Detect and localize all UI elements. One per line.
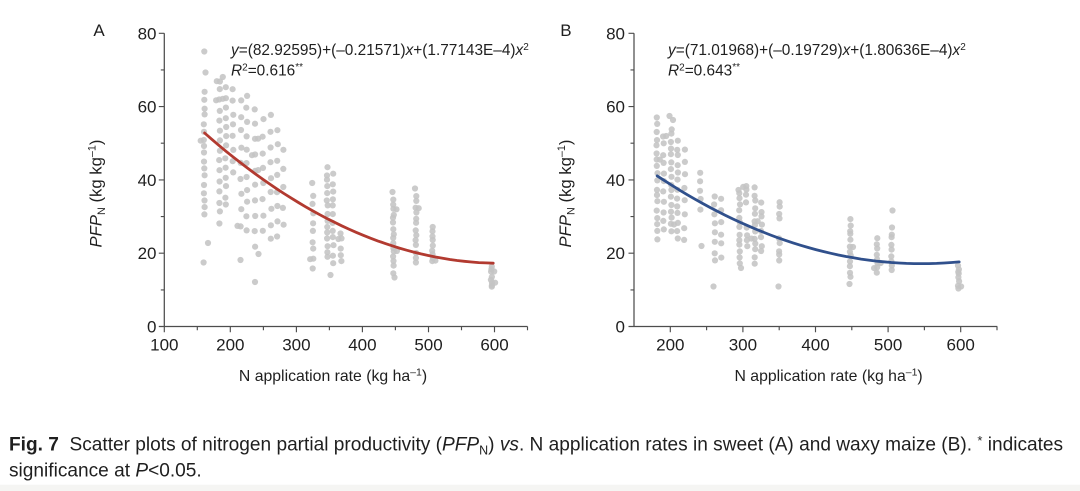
svg-text:R2=0.616**: R2=0.616**: [231, 62, 303, 80]
svg-text:significance at P<0.05.: significance at P<0.05.: [9, 461, 202, 482]
svg-text:60: 60: [138, 98, 157, 117]
svg-text:PFPN (kg kg–1): PFPN (kg kg–1): [556, 140, 578, 248]
svg-text:600: 600: [947, 336, 975, 355]
svg-text:y=(82.92595)+(–0.21571)x+(1.77: y=(82.92595)+(–0.21571)x+(1.77143E–4)x2: [230, 42, 529, 59]
svg-text:R2=0.643**: R2=0.643**: [668, 62, 740, 80]
svg-text:PFPN (kg kg–1): PFPN (kg kg–1): [87, 140, 109, 248]
svg-text:0: 0: [147, 318, 156, 337]
svg-text:20: 20: [138, 244, 157, 263]
svg-text:600: 600: [480, 336, 508, 355]
svg-text:N application rate (kg ha–1): N application rate (kg ha–1): [239, 366, 427, 385]
svg-text:A: A: [93, 21, 105, 40]
svg-text:100: 100: [150, 336, 178, 355]
svg-text:B: B: [560, 21, 571, 40]
svg-text:80: 80: [138, 24, 157, 43]
svg-text:N application rate (kg ha–1): N application rate (kg ha–1): [735, 366, 923, 385]
svg-text:200: 200: [216, 336, 244, 355]
svg-text:60: 60: [606, 98, 625, 117]
svg-text:400: 400: [348, 336, 376, 355]
svg-text:40: 40: [606, 171, 625, 190]
svg-text:80: 80: [606, 24, 625, 43]
svg-text:500: 500: [414, 336, 442, 355]
svg-text:y=(71.01968)+(–0.19729)x+(1.80: y=(71.01968)+(–0.19729)x+(1.80636E–4)x2: [667, 42, 966, 59]
svg-text:200: 200: [656, 336, 684, 355]
svg-text:300: 300: [282, 336, 310, 355]
svg-text:40: 40: [138, 171, 157, 190]
svg-text:Fig. 7 Scatter plots of nitro: Fig. 7 Scatter plots of nitrogen partial…: [9, 433, 1063, 458]
svg-text:500: 500: [874, 336, 902, 355]
svg-text:400: 400: [801, 336, 829, 355]
svg-text:300: 300: [729, 336, 757, 355]
svg-text:20: 20: [606, 244, 625, 263]
svg-text:0: 0: [616, 318, 625, 337]
